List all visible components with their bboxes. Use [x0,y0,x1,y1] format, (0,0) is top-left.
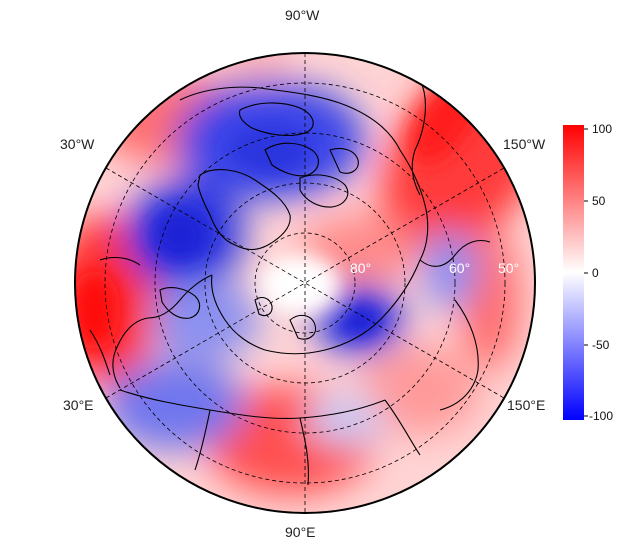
anomaly-field [75,53,535,513]
longitude-label-30e: 30°E [63,397,94,413]
latitude-label-50: 50° [498,260,520,276]
colorbar-tick-50: 50 [592,194,606,208]
longitude-label-150e: 150°E [507,397,546,413]
colorbar-ticks [584,128,588,417]
latitude-label-80: 80° [350,260,372,276]
longitude-label-90w: 90°W [285,7,320,23]
colorbar-tick-0: 0 [592,266,599,280]
latitude-label-60: 60° [449,260,471,276]
map-boundary [74,52,536,514]
longitude-label-90e: 90°E [285,524,316,540]
colorbar-tick-neg50: -50 [592,338,610,352]
longitude-label-150w: 150°W [503,136,546,152]
colorbar-tick-100: 100 [592,122,613,136]
colorbar [563,125,584,420]
graticule [104,53,506,513]
coastlines [89,79,491,486]
longitude-label-30w: 30°W [60,136,95,152]
colorbar-tick-neg100: -100 [589,409,614,423]
